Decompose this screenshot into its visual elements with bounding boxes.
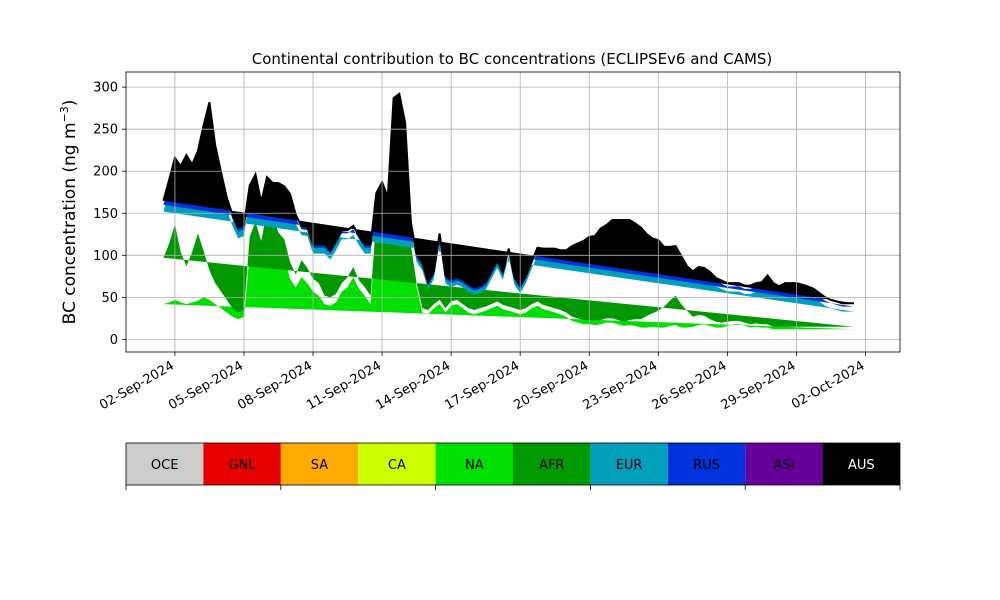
y-tick-label: 100 [93,249,118,264]
legend-swatch [590,443,668,485]
total-line [162,92,854,305]
x-tick-label: 08-Sep-2024 [235,358,315,413]
legend-swatch [513,443,591,485]
legend-swatch [358,443,436,485]
legend-swatch [203,443,281,485]
legend-item-afr: AFR [513,443,591,485]
x-tick-label: 23-Sep-2024 [580,358,660,413]
x-tick-label: 26-Sep-2024 [650,358,730,413]
legend-label: AUS [848,458,875,473]
y-axis-label-close: ) [60,100,80,107]
legend-item-gnl: GNL [203,443,281,485]
y-tick-label: 250 [93,123,118,138]
plot-frame [125,71,901,353]
y-tick-label: 50 [101,291,118,306]
y-tick-label: 200 [93,165,118,180]
y-axis-label: BC concentration (ng m−3) [58,100,80,325]
chart-title: Continental contribution to BC concentra… [252,50,773,68]
y-tick-label: 0 [110,333,118,348]
x-tick-label: 17-Sep-2024 [442,358,522,413]
legend-item-rus: RUS [667,443,746,485]
legend-label: OCE [151,458,179,473]
legend-label: ASI [773,458,794,473]
x-tick-label: 02-Sep-2024 [97,358,177,413]
area-afr [163,114,854,327]
legend-item-eur: EUR [590,443,668,485]
legend-item-sa: SA [280,443,359,485]
x-tick-label: 29-Sep-2024 [719,358,799,413]
legend-swatch [280,443,359,485]
legend-item-aus: AUS [822,443,900,485]
y-tick-label: 150 [93,207,118,222]
legend-item-ca: CA [358,443,436,485]
legend-item-asi: ASI [745,443,823,485]
x-tick-label: 11-Sep-2024 [304,358,384,413]
legend-label: GNL [229,458,257,473]
legend-label: AFR [539,458,564,473]
legend-label: EUR [616,458,643,473]
stacked-areas [162,92,854,330]
x-tick-label: 20-Sep-2024 [511,358,591,413]
legend-item-na: NA [435,443,513,485]
x-tick-label: 02-Oct-2024 [789,358,867,412]
legend-label: NA [465,458,484,473]
legend-swatch [745,443,823,485]
plot-axes: 0 50 100 150 200 250 300 02-Sep-202405-Sep-2024… [93,71,901,413]
legend-swatch [667,443,746,485]
legend-label: RUS [693,458,720,473]
legend-swatch [126,443,204,485]
legend-label: CA [388,458,406,473]
legend-swatch [435,443,513,485]
x-tick-label: 14-Sep-2024 [373,358,453,413]
y-axis-label-main: BC concentration (ng m [60,122,80,324]
legend-frame [125,442,901,486]
legend-item-oce: OCE [126,443,204,485]
legend-swatch [822,443,900,485]
area-na [163,119,854,330]
legend-bar: OCE GNL SA CA NA AFR EUR RUS ASI AUS [125,442,901,490]
y-tick-label: 300 [93,81,118,96]
y-axis-label-sup: −3 [58,106,71,122]
x-tick-label: 05-Sep-2024 [166,358,246,413]
legend-label: SA [311,458,328,473]
grid-lines [126,72,900,352]
